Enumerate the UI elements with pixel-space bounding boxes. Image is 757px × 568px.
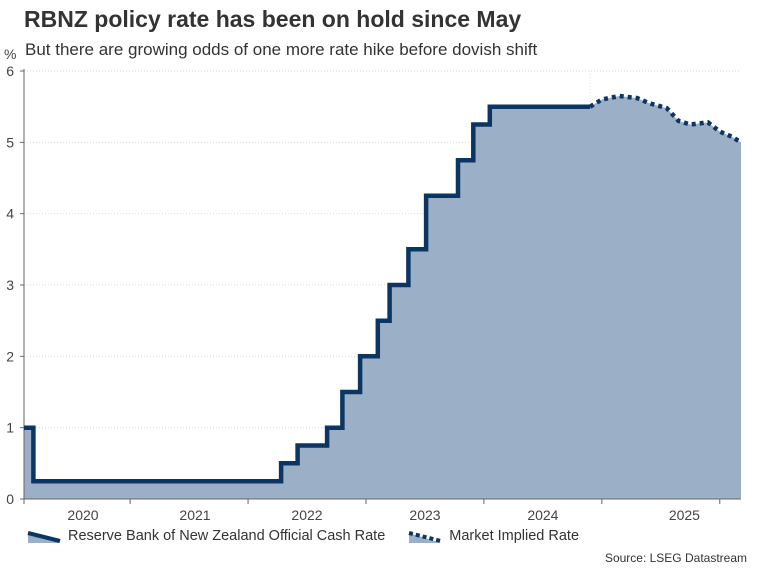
source-note: Source: LSEG Datastream	[604, 551, 747, 565]
legend-item-market: Market Implied Rate	[407, 528, 579, 544]
y-tick-label: 2	[6, 348, 14, 364]
chart-title: RBNZ policy rate has been on hold since …	[24, 6, 522, 32]
chart-subtitle: But there are growing odds of one more r…	[25, 40, 538, 59]
x-tick-labels: 2020 2021 2022 2023 2024 2025	[67, 507, 700, 523]
y-tick-label: 3	[6, 277, 14, 293]
legend-item-ocr: Reserve Bank of New Zealand Official Cas…	[26, 528, 385, 544]
y-tick-labels: 0 1 2 3 4 5 6	[6, 63, 14, 507]
legend-swatch-ocr	[27, 531, 61, 543]
legend: Reserve Bank of New Zealand Official Cas…	[26, 528, 601, 544]
x-tick-label: 2020	[67, 507, 98, 523]
ocr-series-line	[24, 104, 591, 484]
legend-label-market: Market Implied Rate	[449, 528, 580, 544]
y-tick-label: 4	[6, 206, 14, 222]
rate-area-fill	[24, 96, 741, 499]
legend-label-ocr: Reserve Bank of New Zealand Official Cas…	[68, 528, 386, 544]
legend-swatch-market	[408, 531, 442, 543]
market-implied-series-line	[588, 93, 743, 145]
x-tick-label: 2024	[527, 507, 558, 523]
x-tick-label: 2025	[669, 507, 700, 523]
x-tick-label: 2023	[409, 507, 440, 523]
y-tick-label: 0	[6, 491, 14, 507]
y-tick-label: 1	[6, 420, 14, 436]
x-tick-label: 2022	[291, 507, 322, 523]
x-tick-label: 2021	[179, 507, 210, 523]
y-tick-label: 5	[6, 134, 14, 150]
y-tick-label: 6	[6, 63, 14, 79]
y-axis-unit-label: %	[4, 46, 16, 62]
